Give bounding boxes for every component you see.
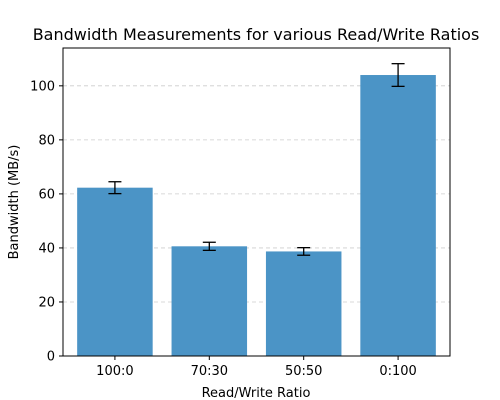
y-axis-label: Bandwidth (MB/s) [7, 145, 22, 260]
bar-2 [265, 251, 342, 356]
y-tick-label-4: 80 [38, 133, 55, 148]
axes-frame [62, 47, 451, 357]
x-tick-label-3: 0:100 [379, 364, 416, 379]
y-tick-label-2: 40 [38, 241, 55, 256]
y-axis-ticks: 0 20 40 60 80 100 [30, 79, 63, 365]
plot-frame [62, 47, 451, 357]
bar-1 [171, 246, 248, 356]
y-tick-label-0: 0 [47, 350, 55, 365]
x-tick-label-1: 70:30 [191, 364, 228, 379]
error-bars [108, 63, 405, 256]
y-tick-label-5: 100 [30, 79, 55, 94]
x-axis-ticks: 100:0 70:30 50:50 0:100 [96, 356, 417, 379]
x-axis-label: Read/Write Ratio [202, 386, 311, 400]
chart-title: Bandwidth Measurements for various Read/… [33, 25, 480, 44]
bar-3 [360, 75, 436, 356]
bars [77, 75, 436, 356]
y-tick-label-1: 20 [38, 295, 55, 310]
x-tick-label-0: 100:0 [96, 364, 133, 379]
bar-0 [77, 187, 153, 356]
x-tick-label-2: 50:50 [285, 364, 322, 379]
y-tick-label-3: 60 [38, 187, 55, 202]
